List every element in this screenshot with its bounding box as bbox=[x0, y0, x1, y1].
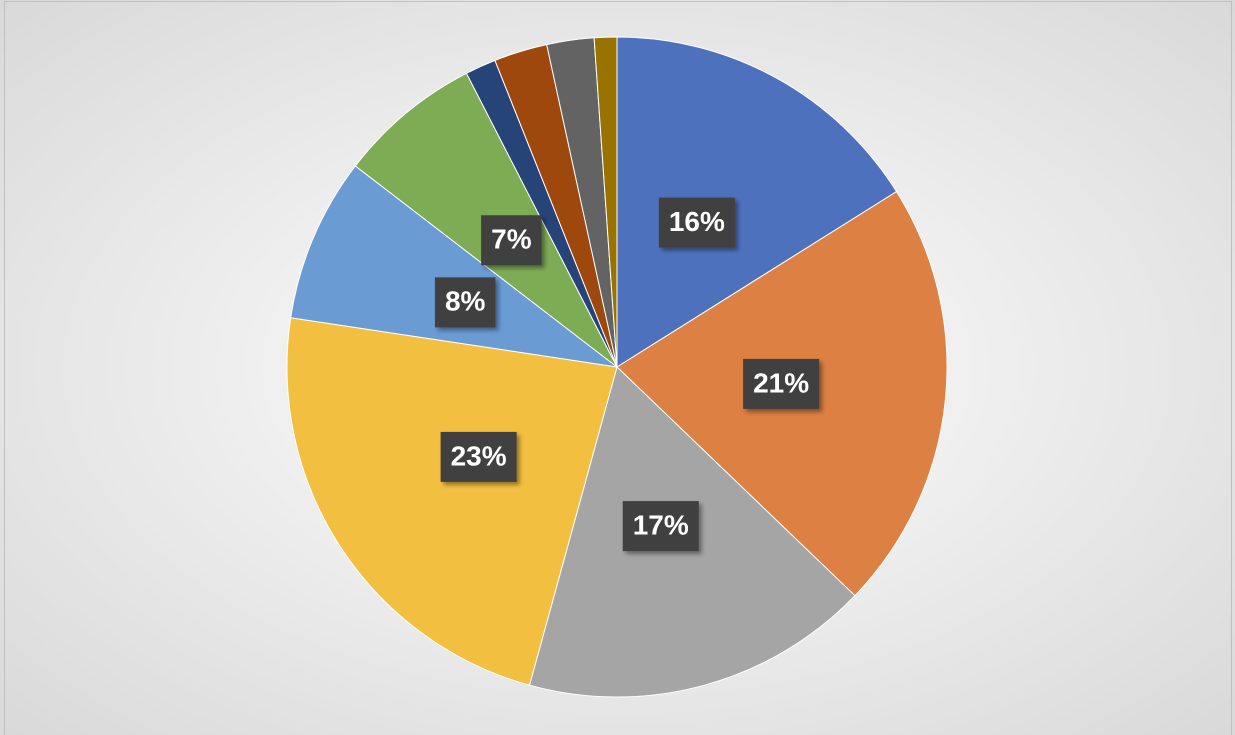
data-label-box bbox=[658, 197, 735, 248]
data-label: 7% bbox=[481, 215, 542, 266]
data-label: 21% bbox=[743, 358, 820, 409]
data-label-text: 23% bbox=[451, 440, 507, 471]
pie-slice bbox=[593, 36, 618, 368]
data-label-box bbox=[622, 501, 699, 552]
data-label-text: 16% bbox=[669, 206, 725, 237]
data-label: 8% bbox=[434, 277, 496, 328]
pie-slice bbox=[616, 36, 898, 368]
data-label-box bbox=[434, 277, 496, 328]
data-label-box bbox=[440, 431, 517, 482]
labels: 16% 21% 17% 23% 8%7% bbox=[434, 197, 820, 552]
data-label-box bbox=[481, 215, 542, 266]
data-label-text: 8% bbox=[445, 286, 486, 317]
pie-slice bbox=[286, 317, 618, 686]
data-label: 16% bbox=[658, 197, 735, 248]
data-label-box bbox=[743, 358, 820, 409]
data-label-text: 7% bbox=[491, 224, 532, 255]
data-label: 23% bbox=[440, 431, 517, 482]
slices bbox=[286, 36, 948, 698]
pie-slice bbox=[290, 165, 618, 368]
data-label-text: 17% bbox=[633, 509, 689, 540]
data-label-text: 21% bbox=[753, 367, 809, 398]
data-label: 17% bbox=[622, 501, 699, 552]
plot-border bbox=[4, 1, 1232, 735]
